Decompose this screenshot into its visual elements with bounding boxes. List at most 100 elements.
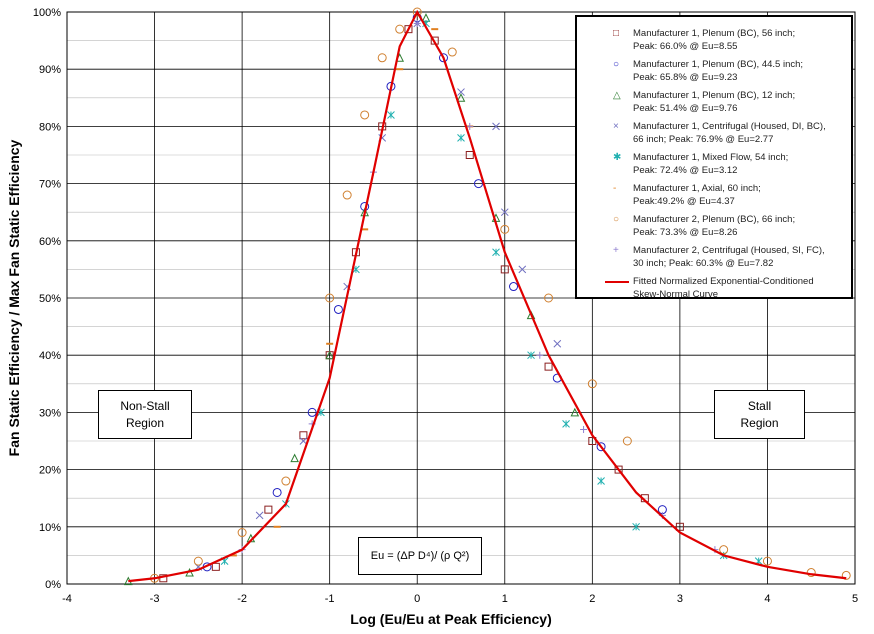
eu-formula-label: Eu = (ΔP D⁴)/ (ρ Q²) (358, 537, 482, 575)
data-point (299, 437, 308, 445)
data-point (570, 407, 580, 417)
data-point (438, 53, 448, 63)
legend-line-icon (605, 281, 629, 283)
data-point (614, 465, 623, 474)
data-point (456, 93, 466, 102)
legend-label: Manufacturer 1, Plenum (BC), 56 inch; Pea… (633, 28, 796, 52)
data-point (632, 522, 640, 531)
y-tick-label: 50% (39, 293, 61, 305)
data-point (562, 419, 570, 428)
data-point (622, 436, 632, 446)
data-point (404, 25, 413, 34)
y-tick-label: 80% (39, 121, 61, 133)
data-point (457, 133, 465, 142)
data-point (281, 476, 291, 486)
data-point (500, 224, 510, 234)
data-point (500, 265, 509, 274)
data-point (500, 208, 509, 217)
y-tick-label: 90% (39, 64, 61, 76)
data-point (237, 528, 247, 538)
stall-region-label: Stall Region (714, 390, 805, 439)
non-stall-region-label: Non-Stall Region (98, 390, 192, 439)
data-point (587, 379, 597, 389)
y-tick-label: 40% (39, 350, 61, 362)
data-point (272, 487, 282, 497)
y-tick-label: 20% (39, 465, 61, 477)
legend-label: Fitted Normalized Exponential-Conditione… (633, 276, 814, 300)
data-point (447, 47, 457, 57)
data-point (360, 110, 370, 120)
legend-marker-icon: ✱ (613, 152, 622, 163)
data-point (841, 570, 851, 580)
data-point (596, 442, 606, 452)
y-axis-label: Fan Static Efficiency / Max Fan Static E… (6, 139, 22, 456)
data-point (762, 556, 772, 566)
data-point (580, 426, 588, 434)
x-tick-label: 3 (677, 593, 683, 605)
x-tick-label: 0 (414, 593, 420, 605)
x-axis-label: Log (Eu/Eu at Peak Efficiency) (350, 611, 552, 627)
data-point (264, 505, 273, 514)
legend-label: Manufacturer 2, Plenum (BC), 66 inch; Pea… (633, 214, 796, 238)
plot-area (66, 11, 856, 585)
legend-marker-icon: ○ (613, 59, 620, 70)
x-tick-label: 1 (502, 593, 508, 605)
data-point (377, 53, 387, 63)
legend-label: Manufacturer 1, Plenum (BC), 12 inch; Pea… (633, 90, 796, 114)
data-point (412, 7, 422, 17)
data-point (299, 431, 308, 440)
data-point (307, 407, 317, 417)
data-point (536, 351, 544, 359)
legend-label: Manufacturer 1, Centrifugal (Housed, DI,… (633, 121, 826, 145)
data-point (395, 24, 405, 34)
legend-label: Manufacturer 1, Mixed Flow, 54 inch; Peak… (633, 152, 789, 176)
fitted-curve (128, 9, 847, 583)
data-point (465, 151, 474, 159)
legend-marker-icon: □ (613, 28, 620, 39)
data-point (413, 19, 421, 27)
data-point (325, 350, 334, 360)
x-tick-label: -3 (150, 593, 160, 605)
data-point (290, 453, 299, 463)
data-point (325, 293, 335, 303)
data-point (492, 248, 500, 257)
x-tick-label: -4 (62, 593, 72, 605)
legend-marker-icon: - (613, 183, 617, 194)
legend-label: Manufacturer 1, Plenum (BC), 44.5 inch; P… (633, 59, 804, 83)
legend-label: Manufacturer 1, Axial, 60 inch; Peak:49.2… (633, 183, 761, 207)
x-tick-label: 2 (589, 593, 595, 605)
data-point (466, 122, 474, 130)
data-point (518, 265, 527, 274)
data-point (597, 477, 605, 485)
data-point (675, 522, 684, 531)
data-point (193, 556, 203, 566)
x-tick-label: 5 (852, 593, 858, 605)
y-tick-label: 30% (39, 407, 61, 419)
y-tick-label: 60% (39, 236, 61, 248)
data-point (474, 179, 484, 189)
x-tick-label: 4 (764, 593, 770, 605)
data-point (387, 111, 395, 119)
data-point (553, 339, 562, 348)
legend-marker-icon: + (613, 245, 619, 256)
data-point (509, 282, 519, 292)
data-point (255, 511, 264, 520)
data-point (526, 310, 536, 320)
legend-label: Manufacturer 2, Centrifugal (Housed, SI,… (633, 245, 825, 269)
legend-marker-icon: × (613, 121, 619, 132)
x-tick-label: -2 (237, 593, 247, 605)
y-tick-label: 100% (33, 7, 61, 19)
data-point (333, 304, 343, 314)
data-point (211, 562, 220, 571)
legend-marker-icon: ○ (613, 214, 620, 225)
data-point (527, 351, 535, 360)
x-tick-label: -1 (325, 593, 335, 605)
y-tick-label: 10% (39, 522, 61, 534)
y-tick-label: 0% (45, 579, 61, 591)
data-point (342, 190, 352, 200)
data-point (544, 362, 553, 371)
legend: □ Manufacturer 1, Plenum (BC), 56 inch; Pe… (575, 15, 853, 300)
data-point (719, 545, 729, 555)
data-point (492, 122, 500, 131)
data-point (457, 88, 465, 96)
